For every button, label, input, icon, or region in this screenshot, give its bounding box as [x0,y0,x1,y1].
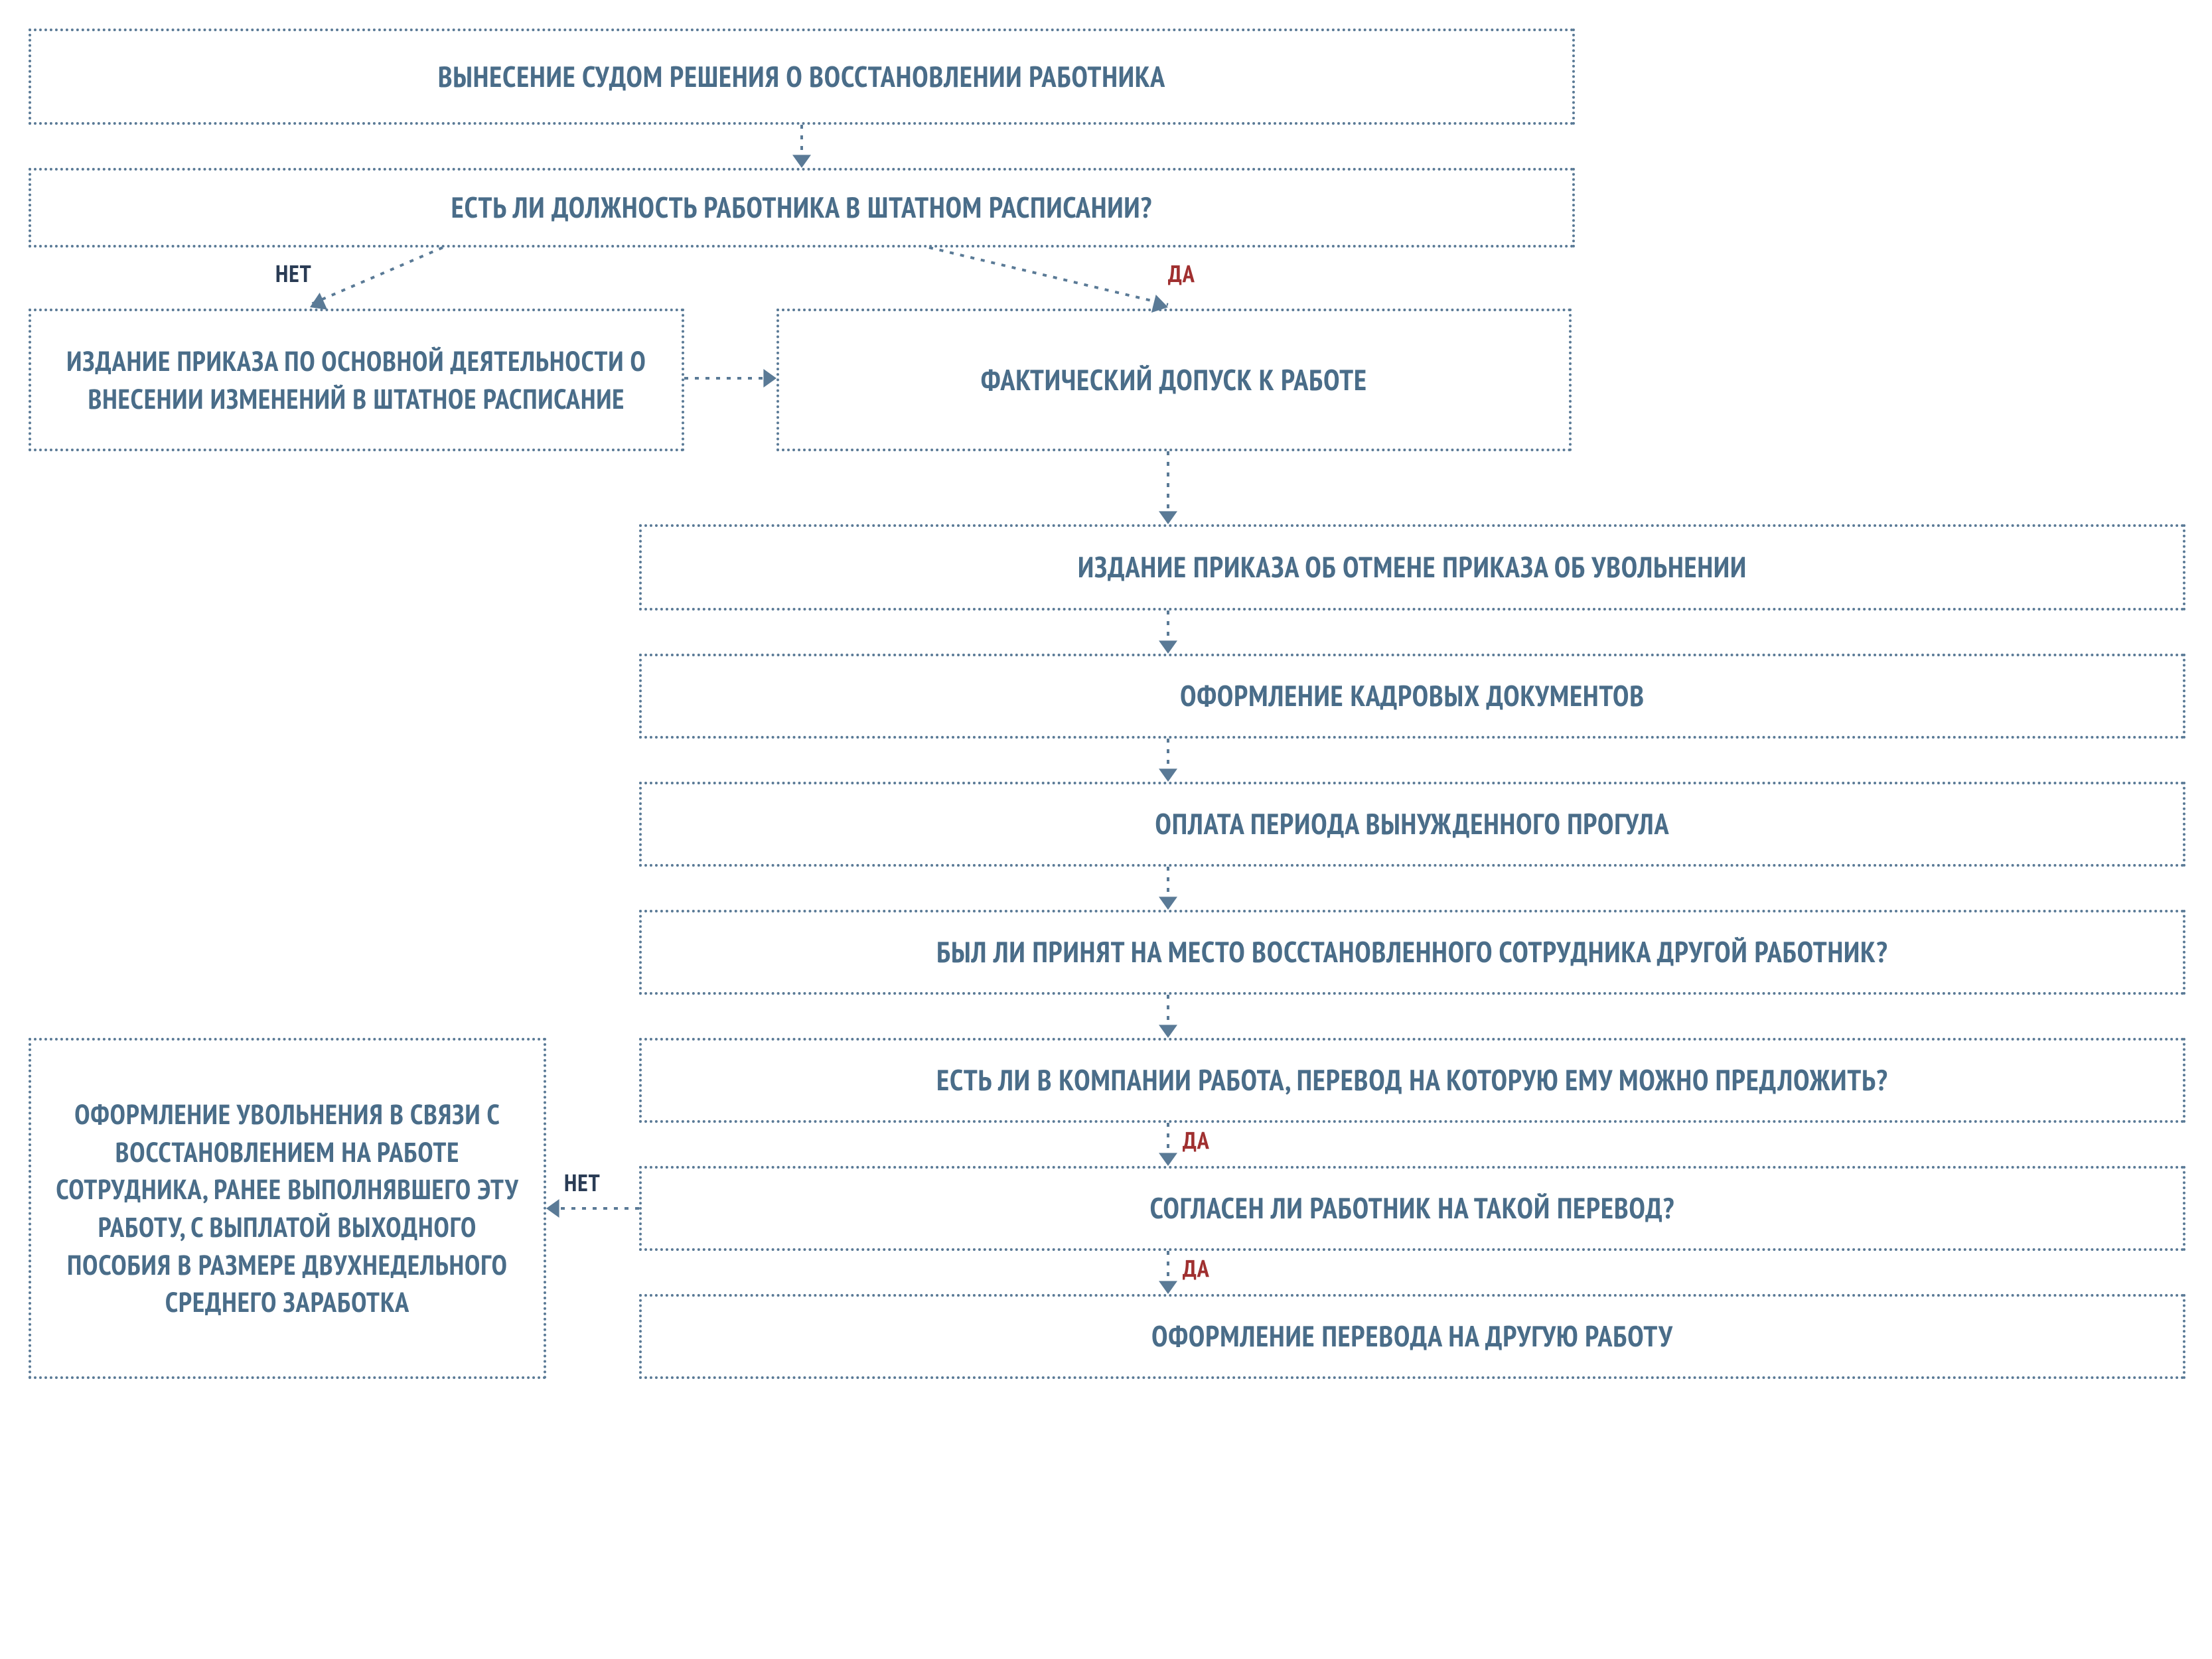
node-text: ИЗДАНИЕ ПРИКАЗА ПО ОСНОВНОЙ ДЕЯТЕЛЬНОСТИ… [47,342,666,417]
node-text: ОФОРМЛЕНИЕ УВОЛЬНЕНИЯ В СВЯЗИ С ВОССТАНО… [47,1096,528,1321]
node-was-another-hired: БЫЛ ЛИ ПРИНЯТ НА МЕСТО ВОССТАНОВЛЕННОГО … [639,910,2185,995]
node-payment-absence: ОПЛАТА ПЕРИОДА ВЫНУЖДЕННОГО ПРОГУЛА [639,782,2185,867]
node-text: ВЫНЕСЕНИЕ СУДОМ РЕШЕНИЯ О ВОССТАНОВЛЕНИИ… [438,57,1165,96]
node-actual-admission: ФАКТИЧЕСКИЙ ДОПУСК К РАБОТЕ [776,309,1572,451]
node-dismissal-severance: ОФОРМЛЕНИЕ УВОЛЬНЕНИЯ В СВЯЗИ С ВОССТАНО… [29,1038,546,1379]
node-text: ЕСТЬ ЛИ ДОЛЖНОСТЬ РАБОТНИКА В ШТАТНОМ РА… [451,188,1153,227]
node-text: БЫЛ ЛИ ПРИНЯТ НА МЕСТО ВОССТАНОВЛЕННОГО … [936,932,1888,972]
edge-label-no: НЕТ [275,257,312,289]
node-position-exists: ЕСТЬ ЛИ ДОЛЖНОСТЬ РАБОТНИКА В ШТАТНОМ РА… [29,168,1575,248]
edge-label-yes: ДА [1183,1252,1210,1283]
node-text: ОФОРМЛЕНИЕ ПЕРЕВОДА НА ДРУГУЮ РАБОТУ [1151,1317,1673,1356]
node-court-decision: ВЫНЕСЕНИЕ СУДОМ РЕШЕНИЯ О ВОССТАНОВЛЕНИИ… [29,29,1575,125]
edge-label-yes: ДА [1168,257,1195,289]
node-worker-agrees: СОГЛАСЕН ЛИ РАБОТНИК НА ТАКОЙ ПЕРЕВОД? [639,1166,2185,1251]
node-text: ОПЛАТА ПЕРИОДА ВЫНУЖДЕННОГО ПРОГУЛА [1155,804,1670,843]
node-text: ИЗДАНИЕ ПРИКАЗА ОБ ОТМЕНЕ ПРИКАЗА ОБ УВО… [1078,547,1747,587]
node-cancel-dismissal-order: ИЗДАНИЕ ПРИКАЗА ОБ ОТМЕНЕ ПРИКАЗА ОБ УВО… [639,524,2185,611]
edge-label-no: НЕТ [564,1167,601,1198]
node-process-transfer: ОФОРМЛЕНИЕ ПЕРЕВОДА НА ДРУГУЮ РАБОТУ [639,1294,2185,1379]
node-text: СОГЛАСЕН ЛИ РАБОТНИК НА ТАКОЙ ПЕРЕВОД? [1150,1189,1675,1228]
node-hr-documents: ОФОРМЛЕНИЕ КАДРОВЫХ ДОКУМЕНТОВ [639,654,2185,739]
edge-label-yes: ДА [1183,1124,1210,1155]
node-text: ОФОРМЛЕНИЕ КАДРОВЫХ ДОКУМЕНТОВ [1180,676,1645,715]
node-text: ФАКТИЧЕСКИЙ ДОПУСК К РАБОТЕ [981,360,1367,399]
node-transfer-available: ЕСТЬ ЛИ В КОМПАНИИ РАБОТА, ПЕРЕВОД НА КО… [639,1038,2185,1123]
node-order-amend-staffing: ИЗДАНИЕ ПРИКАЗА ПО ОСНОВНОЙ ДЕЯТЕЛЬНОСТИ… [29,309,684,451]
node-text: ЕСТЬ ЛИ В КОМПАНИИ РАБОТА, ПЕРЕВОД НА КО… [936,1060,1888,1100]
